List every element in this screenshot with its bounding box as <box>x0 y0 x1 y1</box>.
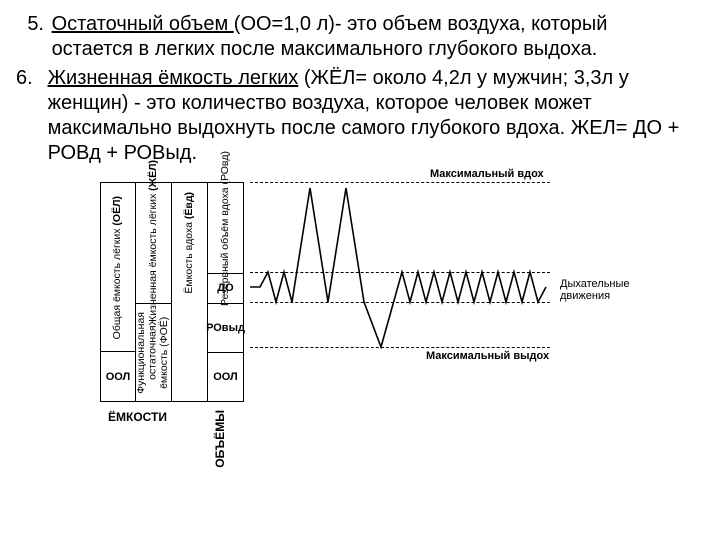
term-underline: Остаточный объем <box>52 13 234 35</box>
cell-ool-1: ООЛ <box>101 351 135 401</box>
cell-evd: Ёмкость вдоха (Ёвд) <box>172 183 207 302</box>
cell-label: РОвыд <box>206 322 245 334</box>
term-underline: Жизненная ёмкость легких <box>48 67 299 89</box>
label-max-inhale: Максимальный вдох <box>430 168 544 180</box>
column-zhel: Жизненная ёмкость лёгких (ЖЁЛ) Функциона… <box>136 182 172 402</box>
item-body: Остаточный объем (ОО=1,0 л)- это объем в… <box>52 12 692 62</box>
item-number: 5. <box>20 12 46 37</box>
cell-empty <box>172 302 207 401</box>
list-item-5: 5. Остаточный объем (ОО=1,0 л)- это объе… <box>20 12 700 62</box>
cell-label: ООЛ <box>106 371 131 383</box>
lung-volume-diagram: Общая ёмкость лёгких (ОЁЛ) ООЛ Жизненная… <box>100 182 660 452</box>
list-item-6: 6. Жизненная ёмкость легких (ЖЁЛ= около … <box>16 66 700 166</box>
wave-path <box>250 188 546 347</box>
column-volumes: Резервный объём вдоха (РОвд) ДО РОвыд ОО… <box>208 182 244 402</box>
cell-label: ООЛ <box>213 371 238 383</box>
label-breathing-movements: Дыхательные движения <box>560 278 630 302</box>
cell-label: Резервный объём вдоха (РОвд) <box>220 151 232 306</box>
cell-zhel: Жизненная ёмкость лёгких (ЖЁЛ) <box>136 183 171 303</box>
axis-label-capacities: ЁМКОСТИ <box>108 410 167 424</box>
cell-label: Жизненная ёмкость лёгких (ЖЁЛ) <box>148 160 160 325</box>
cell-oel: Общая ёмкость лёгких (ОЁЛ) <box>101 183 135 351</box>
column-oel: Общая ёмкость лёгких (ОЁЛ) ООЛ <box>100 182 136 402</box>
item-number: 6. <box>16 66 42 91</box>
spirogram-wave: Максимальный вдох Максимальный выдох <box>250 182 550 402</box>
cell-label: Функциональная остаточная ёмкость (ФОЁ) <box>136 312 171 394</box>
cell-foe: Функциональная остаточная ёмкость (ФОЁ) <box>136 303 171 401</box>
item-body: Жизненная ёмкость легких (ЖЁЛ= около 4,2… <box>48 66 688 166</box>
cell-ool-2: ООЛ <box>208 352 243 401</box>
cell-rovyd: РОвыд <box>208 303 243 352</box>
cell-label: Общая ёмкость лёгких (ОЁЛ) <box>112 196 124 339</box>
cell-label: Ёмкость вдоха (Ёвд) <box>184 192 196 294</box>
wave-svg <box>250 182 550 402</box>
column-evd: Ёмкость вдоха (Ёвд) <box>172 182 208 402</box>
axis-label-volumes: ОБЪЁМЫ <box>213 410 227 471</box>
cell-rovd: Резервный объём вдоха (РОвд) <box>208 183 243 273</box>
